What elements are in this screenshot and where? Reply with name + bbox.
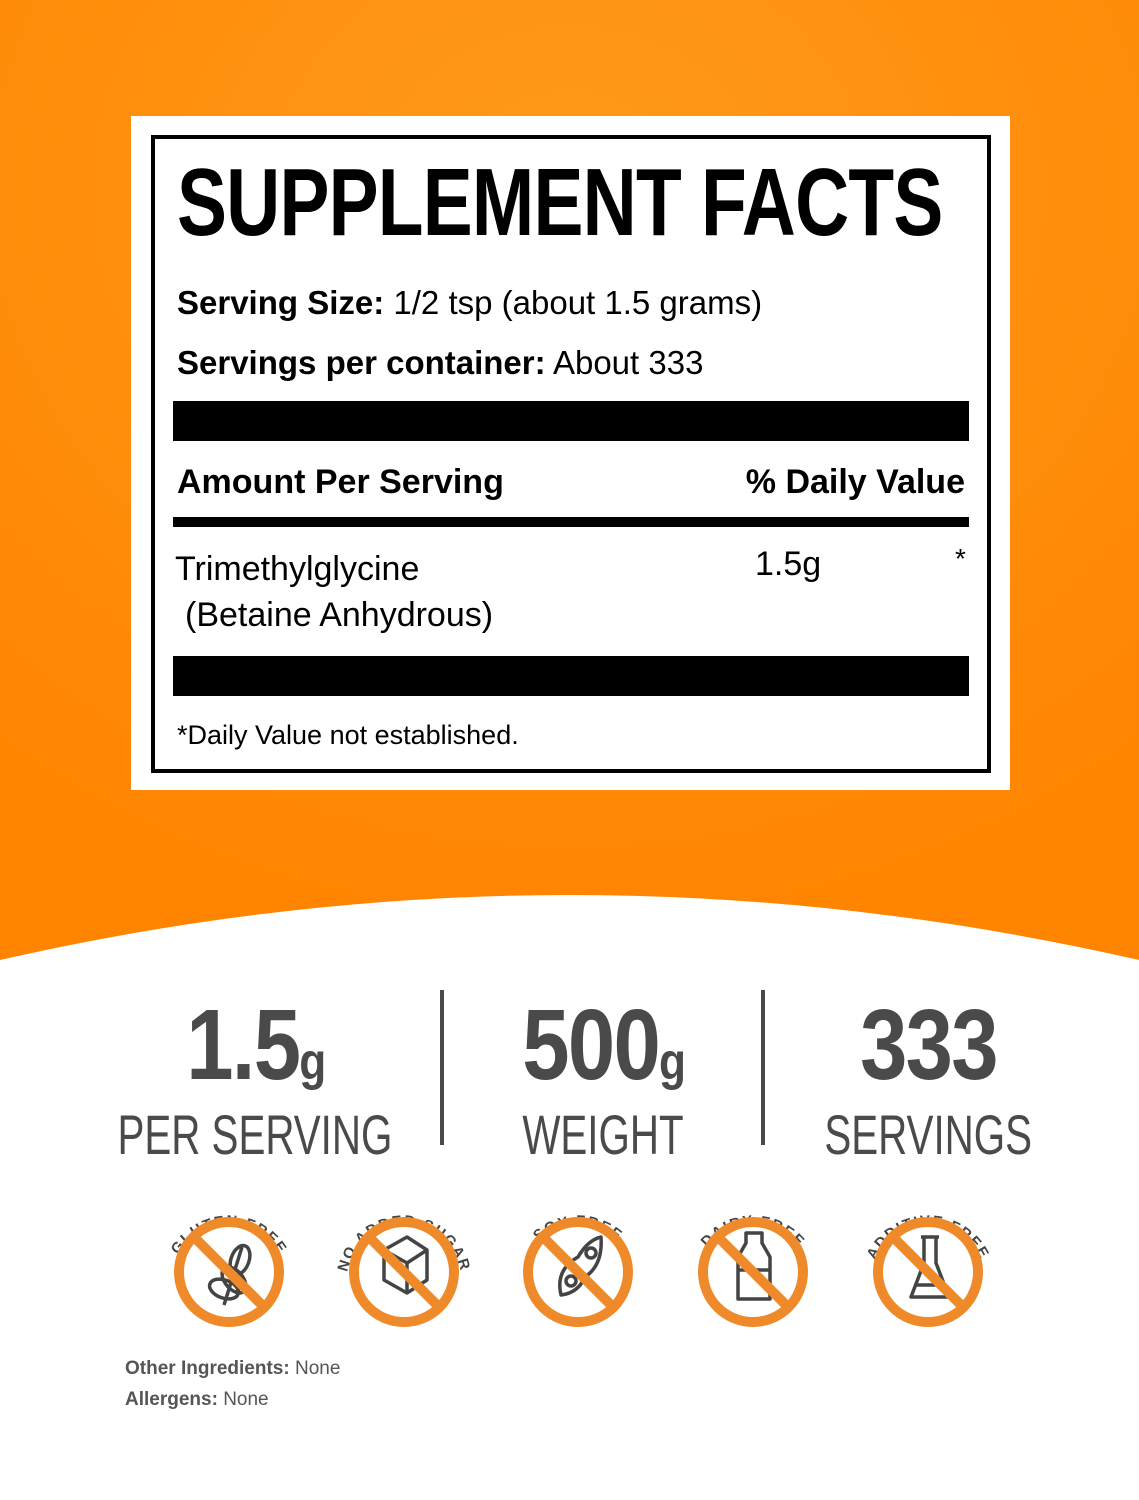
stat-per-serving: 1.5g PER SERVING — [117, 989, 393, 1166]
supplement-facts-panel: SUPPLEMENT FACTS Serving Size: 1/2 tsp (… — [131, 116, 1010, 790]
facts-title: SUPPLEMENT FACTS — [177, 149, 943, 256]
stat-divider — [761, 990, 765, 1145]
badge-dairy-free: DAIRY FREE — [678, 1185, 828, 1335]
footnote: *Daily Value not established. — [177, 720, 519, 750]
amount-header: Amount Per Serving — [177, 463, 504, 501]
servings-per-container: Servings per container: About 333 — [177, 344, 704, 381]
ingredient-name: Trimethylglycine — [175, 550, 420, 588]
stat-servings: 333 SERVINGS — [824, 989, 1032, 1166]
ingredient-dv: * — [955, 543, 966, 574]
ingredient-amount: 1.5g — [755, 545, 822, 583]
dv-header: % Daily Value — [745, 463, 965, 501]
ingredient-subname: (Betaine Anhydrous) — [185, 596, 494, 634]
serving-size: Serving Size: 1/2 tsp (about 1.5 grams) — [177, 284, 763, 321]
divider-bar — [173, 656, 969, 696]
stat-divider — [440, 990, 444, 1145]
badge-soy-free: SOY FREE — [503, 1185, 653, 1335]
badge-no-added-sugar: NO ADDED SUGAR — [329, 1185, 479, 1335]
badge-additive-free: ADDITIVE FREE — [853, 1185, 1003, 1335]
divider-bar — [173, 517, 969, 527]
divider-bar — [173, 401, 969, 441]
stat-weight: 500g WEIGHT — [521, 989, 686, 1166]
badge-gluten-free: GLUTEN FREE — [154, 1185, 304, 1335]
other-ingredients: Other Ingredients: None — [125, 1358, 341, 1379]
allergens: Allergens: None — [125, 1389, 269, 1410]
